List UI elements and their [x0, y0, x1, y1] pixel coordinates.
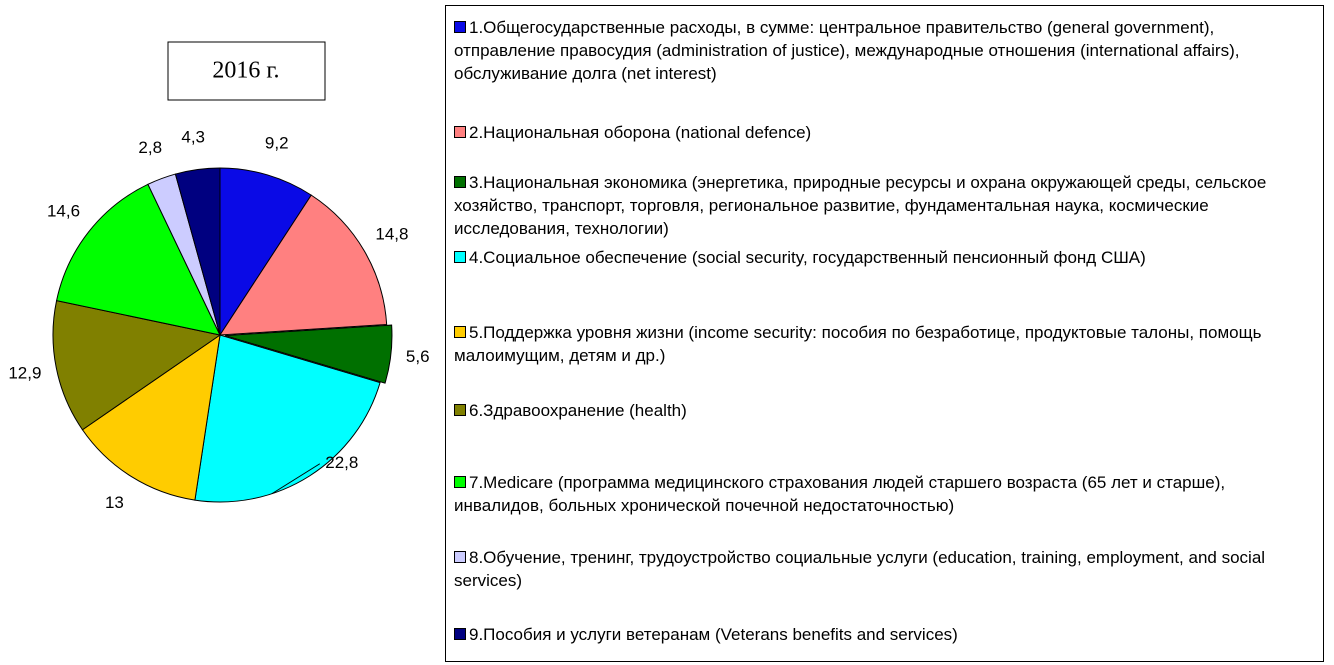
- legend-label: 9.Пособия и услуги ветеранам (Veterans b…: [469, 625, 958, 644]
- legend-entry: 6.Здравоохранение (health): [454, 399, 1314, 422]
- legend-swatch: [454, 404, 466, 416]
- pie-slice: [52, 300, 222, 431]
- legend-label: 8.Обучение, тренинг, трудоустройство соц…: [454, 548, 1266, 590]
- pie-slice: [194, 334, 381, 503]
- legend-entry: 3.Национальная экономика (энергетика, пр…: [454, 171, 1314, 240]
- data-label: 22,8: [325, 453, 358, 472]
- legend-entry: 4.Социальное обеспечение (social securit…: [454, 246, 1314, 269]
- pie-slice: [81, 333, 221, 501]
- pie-slice: [174, 167, 221, 336]
- data-label: 9,2: [265, 134, 289, 153]
- legend-label: 3.Национальная экономика (энергетика, пр…: [454, 173, 1267, 238]
- pie-chart: 2016 г. 9,2 14,8 5,6 22,8 13 12,9 14,6 2,8 4,3: [8, 41, 430, 512]
- legend-entry: 8.Обучение, тренинг, трудоустройство соц…: [454, 546, 1314, 592]
- pie-slice: [55, 183, 221, 336]
- legend-label: 2.Национальная оборона (national defence…: [469, 123, 812, 142]
- legend-label: 6.Здравоохранение (health): [469, 401, 687, 420]
- data-label: 2,8: [138, 138, 162, 157]
- legend-swatch: [454, 326, 466, 338]
- data-label: 5,6: [406, 347, 430, 366]
- legend-swatch: [454, 628, 466, 640]
- legend-label: 5.Поддержка уровня жизни (income securit…: [454, 323, 1262, 365]
- legend-swatch: [454, 251, 466, 263]
- legend-entry: 1.Общегосударственные расходы, в сумме: …: [454, 16, 1314, 85]
- legend: 1.Общегосударственные расходы, в сумме: …: [445, 5, 1324, 662]
- chart-title: 2016 г.: [212, 58, 279, 84]
- legend-swatch: [454, 176, 466, 188]
- pie-slice: [224, 324, 393, 384]
- legend-label: 7.Medicare (программа медицинского страх…: [454, 473, 1226, 515]
- pie-slice: [219, 167, 312, 337]
- legend-swatch: [454, 476, 466, 488]
- title-box: [167, 41, 326, 101]
- legend-entry: 7.Medicare (программа медицинского страх…: [454, 471, 1314, 517]
- legend-entry: 5.Поддержка уровня жизни (income securit…: [454, 321, 1314, 367]
- data-label: 14,8: [375, 224, 408, 243]
- legend-swatch: [454, 21, 466, 33]
- leader-line: [271, 463, 321, 495]
- legend-label: 4.Социальное обеспечение (social securit…: [469, 248, 1146, 267]
- data-label: 12,9: [8, 364, 41, 383]
- data-label: 4,3: [181, 127, 205, 146]
- legend-label: 1.Общегосударственные расходы, в сумме: …: [454, 18, 1240, 83]
- data-label: 14,6: [47, 202, 80, 221]
- legend-swatch: [454, 551, 466, 563]
- legend-entry: 2.Национальная оборона (national defence…: [454, 121, 1314, 144]
- legend-swatch: [454, 126, 466, 138]
- pie-slice: [219, 194, 388, 336]
- legend-entry: 9.Пособия и услуги ветеранам (Veterans b…: [454, 623, 1314, 646]
- data-label: 13: [105, 493, 124, 512]
